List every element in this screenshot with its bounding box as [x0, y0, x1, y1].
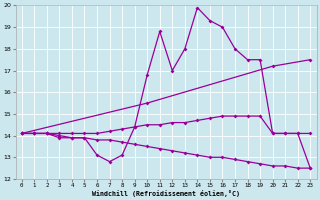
X-axis label: Windchill (Refroidissement éolien,°C): Windchill (Refroidissement éolien,°C) [92, 190, 240, 197]
